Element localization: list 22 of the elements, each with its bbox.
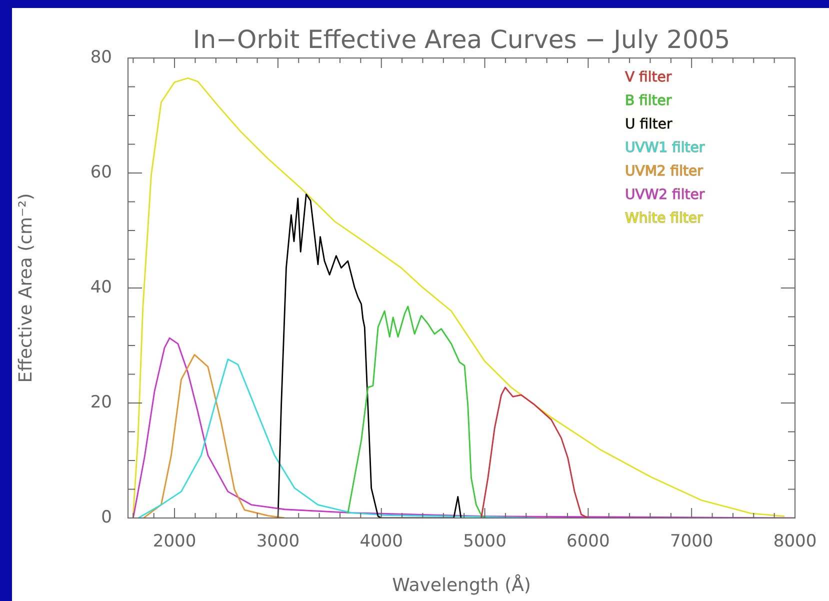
text: V filter xyxy=(625,70,672,86)
x-tick-label: 6000 xyxy=(566,532,610,552)
x-tick-label: 2000 xyxy=(152,532,196,552)
text: UVW2 filter xyxy=(625,187,705,204)
y-tick-label: 0 xyxy=(101,507,112,528)
x-axis-title: Wavelength (Å) xyxy=(392,574,531,596)
x-tick-label: 7000 xyxy=(670,532,714,552)
text: B filter xyxy=(625,93,672,110)
x-tick-label: 8000 xyxy=(773,532,817,552)
text: UVM2 filter xyxy=(625,164,704,180)
y-axis-title: Effective Area (cm⁻²) xyxy=(15,193,36,383)
y-tick-label: 20 xyxy=(90,392,112,412)
chart-title: In−Orbit Effective Area Curves − July 2005 xyxy=(192,25,730,54)
text: U filter xyxy=(625,116,673,133)
y-tick-label: 80 xyxy=(90,47,112,68)
text: White filter xyxy=(625,210,703,227)
x-tick-label: 3000 xyxy=(256,532,300,552)
text: UVW1 filter xyxy=(625,140,705,156)
x-tick-label: 5000 xyxy=(463,532,506,552)
y-tick-label: 40 xyxy=(90,277,112,298)
y-tick-label: 60 xyxy=(90,162,112,182)
x-tick-label: 4000 xyxy=(360,532,403,552)
